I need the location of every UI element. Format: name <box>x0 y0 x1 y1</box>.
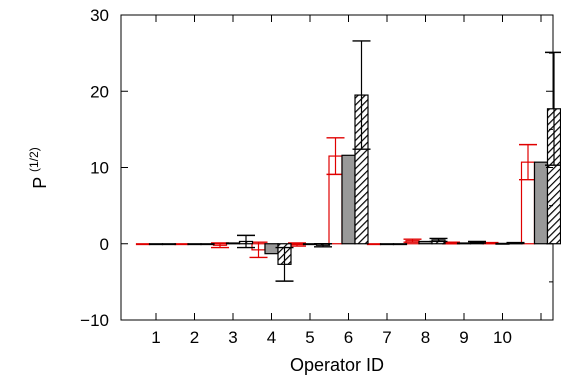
y-tick-label-1: 0 <box>100 235 109 254</box>
svg-text:P (1/2): P (1/2) <box>27 147 50 188</box>
x-tick-label-6: 6 <box>344 328 353 347</box>
bar-s1-c1 <box>187 243 202 246</box>
bars-layer <box>135 40 561 282</box>
bar-s0-c6 <box>366 243 382 246</box>
bar-s1-c6 <box>379 243 395 246</box>
bar-s1-c3 <box>264 243 279 255</box>
y-axis-title: P <box>30 177 50 189</box>
bar-s1-c5 <box>341 154 356 245</box>
labels-layer: −10 0 10 20 30 1 2 3 4 5 6 7 8 9 10 <box>80 6 512 347</box>
ticks-layer <box>121 14 553 321</box>
y-axis-title-superscript: (1/2) <box>27 147 41 172</box>
bar-s1-c0 <box>148 243 164 246</box>
bar-s2-c0 <box>161 243 177 246</box>
y-tick-label-0: −10 <box>80 311 109 330</box>
x-tick-label-8: 8 <box>421 328 430 347</box>
bar-s0-c0 <box>135 243 151 246</box>
bar-s2-c6 <box>392 243 408 246</box>
bar-s2-c1 <box>200 243 215 246</box>
x-tick-label-1: 1 <box>151 328 160 347</box>
y-axis-title-group: P (1/2) <box>27 147 50 188</box>
x-tick-label-10: 10 <box>493 328 512 347</box>
x-tick-label-3: 3 <box>228 328 237 347</box>
bar-s1-c10 <box>533 161 549 245</box>
x-tick-label-9: 9 <box>459 328 468 347</box>
x-tick-label-5: 5 <box>305 328 314 347</box>
y-tick-label-4: 30 <box>90 6 109 25</box>
x-tick-label-7: 7 <box>382 328 391 347</box>
bar-s0-c1 <box>174 243 189 246</box>
y-tick-label-2: 10 <box>90 159 109 178</box>
x-tick-label-2: 2 <box>190 328 199 347</box>
bar-s1-c2 <box>225 242 241 245</box>
y-tick-label-3: 20 <box>90 82 109 101</box>
x-tick-label-4: 4 <box>267 328 276 347</box>
x-axis-title: Operator ID <box>290 355 384 375</box>
